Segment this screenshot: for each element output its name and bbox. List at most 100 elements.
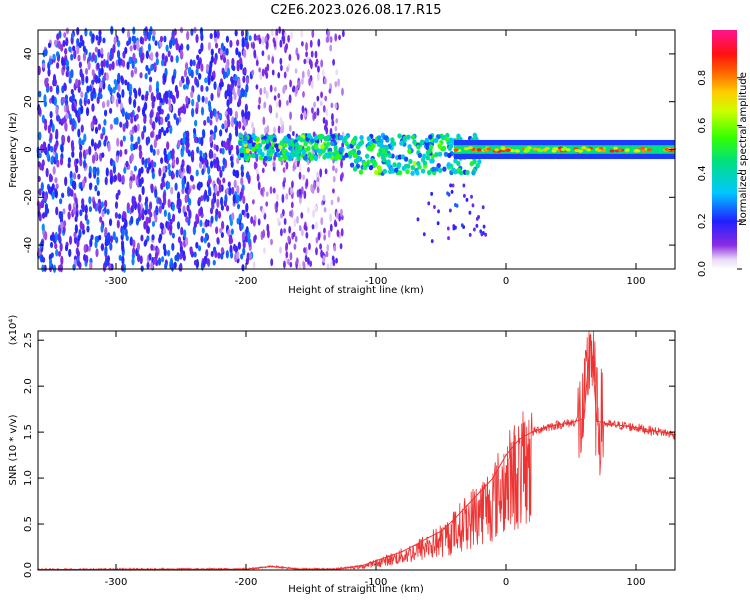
- heatmap-cell: [49, 234, 54, 241]
- heatmap-cell: [154, 188, 158, 199]
- heatmap-cell: [125, 160, 129, 168]
- heatmap-cell: [434, 137, 439, 143]
- heatmap-cell: [59, 198, 63, 205]
- heatmap-cell: [252, 199, 255, 205]
- heatmap-cell: [376, 135, 382, 141]
- heatmap-cell: [212, 158, 217, 166]
- heatmap-cell: [151, 100, 155, 109]
- heatmap-cell: [477, 215, 480, 220]
- heatmap-cell: [243, 136, 248, 142]
- heatmap-cell: [231, 186, 235, 195]
- heatmap-cell: [313, 155, 319, 162]
- heatmap-cell: [255, 136, 260, 142]
- heatmap-cell: [270, 238, 273, 246]
- heatmap-cell: [240, 253, 244, 260]
- heatmap-cell: [292, 130, 295, 137]
- heatmap-cell: [55, 62, 60, 69]
- heatmap-cell: [340, 208, 343, 218]
- heatmap-cell: [52, 234, 56, 243]
- heatmap-cell: [294, 68, 298, 74]
- heatmap-cell: [167, 211, 171, 222]
- heatmap-cell: [255, 59, 259, 67]
- heatmap-cell: [243, 49, 247, 58]
- heatmap-cell: [273, 155, 276, 161]
- heatmap-cell: [235, 129, 239, 137]
- heatmap-cell: [460, 223, 464, 228]
- heatmap-cell: [109, 54, 113, 62]
- heatmap-cell: [430, 191, 434, 196]
- heatmap-cell: [100, 60, 104, 68]
- snr-data-point: [401, 550, 403, 553]
- heatmap-cell: [225, 47, 229, 56]
- heatmap-cell: [80, 124, 84, 133]
- heatmap-cell: [155, 206, 159, 216]
- heatmap-cell: [156, 91, 160, 101]
- heatmap-cell: [116, 219, 120, 229]
- heatmap-cell: [129, 180, 133, 190]
- heatmap-cell: [392, 162, 397, 168]
- heatmap-cell: [301, 70, 305, 79]
- heatmap-cell: [54, 152, 59, 162]
- heatmap-cell: [70, 139, 75, 150]
- heatmap-cell: [45, 207, 50, 214]
- heatmap-cell: [143, 220, 147, 230]
- heatmap-cell: [98, 34, 102, 43]
- heatmap-cell: [97, 48, 101, 58]
- heatmap-cell: [136, 43, 140, 52]
- heatmap-cell: [281, 149, 286, 156]
- heatmap-cell: [150, 243, 154, 251]
- heatmap-cell: [150, 64, 154, 72]
- heatmap-cell: [64, 244, 69, 252]
- heatmap-cell: [341, 142, 345, 149]
- heatmap-cell: [160, 126, 164, 133]
- heatmap-cell: [98, 67, 102, 78]
- heatmap-cell: [216, 237, 220, 244]
- heatmap-cell: [210, 133, 215, 140]
- heatmap-cell: [252, 219, 256, 227]
- heatmap-cell: [326, 263, 330, 270]
- heatmap-cell: [163, 35, 167, 43]
- heatmap-cell: [239, 62, 243, 71]
- heatmap-cell: [287, 235, 291, 243]
- heatmap-cell: [281, 125, 285, 134]
- heatmap-cell: [213, 29, 217, 39]
- heatmap-cell: [47, 185, 52, 195]
- heatmap-cell: [422, 232, 426, 237]
- snr-data-point: [661, 431, 663, 433]
- heatmap-cell: [120, 264, 125, 272]
- heatmap-cell: [62, 39, 66, 47]
- heatmap-cell: [50, 156, 54, 164]
- heatmap-cell: [196, 183, 200, 190]
- heatmap-cell: [194, 119, 198, 127]
- heatmap-cell: [296, 215, 299, 224]
- heatmap-cell: [458, 170, 464, 176]
- heatmap-cell: [302, 91, 305, 98]
- heatmap-cell: [450, 189, 454, 194]
- heatmap-cell: [166, 181, 171, 190]
- heatmap-cell: [165, 127, 169, 134]
- heatmap-cell: [341, 87, 344, 96]
- heatmap-cell: [55, 128, 59, 139]
- heatmap-cell: [238, 97, 242, 107]
- heatmap-cell: [232, 243, 237, 252]
- snr-y-ticks: 0.0 0.5 1.0 1.5 2.0 2.5: [23, 332, 675, 578]
- snr-data-point: [583, 417, 585, 420]
- heatmap-cell: [205, 249, 209, 258]
- heatmap-cell: [130, 143, 134, 152]
- heatmap-cell: [189, 247, 193, 256]
- heatmap-cell: [173, 113, 177, 120]
- heatmap-cell: [176, 191, 181, 201]
- heatmap-cell: [301, 149, 306, 155]
- x-tick-label: 0: [503, 577, 509, 588]
- heatmap-cell: [155, 57, 159, 66]
- heatmap-cell: [170, 55, 174, 63]
- heatmap-cell: [241, 231, 245, 241]
- heatmap-cell: [382, 168, 388, 174]
- heatmap-cell: [338, 135, 344, 141]
- heatmap-cell: [187, 66, 192, 74]
- heatmap-cell: [195, 169, 199, 177]
- heatmap-cell: [117, 172, 121, 182]
- heatmap-cell: [132, 247, 136, 255]
- heatmap-cell: [154, 116, 159, 123]
- heatmap-cell: [171, 172, 175, 180]
